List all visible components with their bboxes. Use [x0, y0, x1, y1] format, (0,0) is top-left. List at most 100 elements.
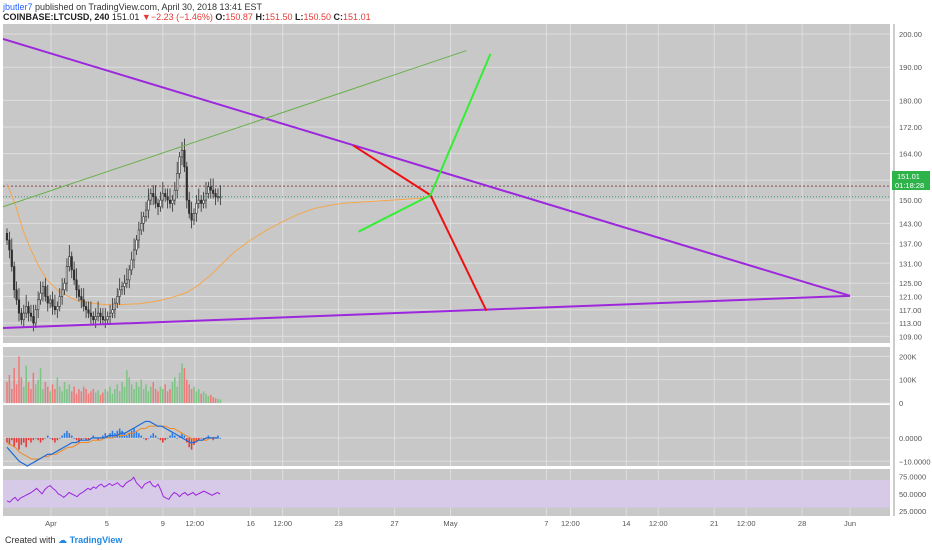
trendline-green-lower[interactable] — [358, 194, 431, 233]
volume-bar — [44, 382, 47, 403]
candle-body — [94, 316, 97, 321]
candle-body — [156, 203, 160, 208]
trendline-red-projection[interactable] — [429, 194, 488, 312]
candle-body — [106, 316, 109, 321]
volume-bar — [118, 391, 121, 403]
candle-body — [51, 299, 54, 307]
candle-body — [173, 189, 176, 201]
macd-histogram-bar — [85, 437, 87, 441]
volume-bar — [68, 384, 71, 403]
volume-bar — [49, 391, 51, 403]
macd-histogram-bar — [174, 435, 176, 438]
candle-body — [58, 296, 61, 307]
macd-histogram-bar — [42, 437, 44, 441]
open-label: O: — [215, 12, 226, 22]
candle-body — [68, 256, 71, 267]
volume-bar — [183, 368, 186, 403]
macd-histogram-bar — [11, 437, 13, 441]
candle-body — [75, 279, 78, 291]
price-axis-label: 109.00 — [899, 332, 922, 341]
volume-bar — [135, 382, 138, 403]
macd-histogram-bar — [150, 435, 152, 438]
author-link[interactable]: jbutler7 — [3, 2, 33, 12]
macd-histogram-bar — [8, 437, 11, 445]
volume-bar — [116, 384, 119, 403]
macd-histogram-bar — [27, 437, 30, 441]
candle-body — [56, 306, 59, 311]
price-axis-label: 117.00 — [899, 306, 921, 315]
candle-body — [128, 269, 131, 281]
volume-bar — [32, 372, 35, 403]
candle-body — [92, 316, 95, 321]
rsi-axis-label: 50.0000 — [899, 490, 926, 499]
time-axis[interactable]: Apr 5 9 12:00 16 12:00 23 27 May 7 12:00 14 12:00 21 1… — [45, 24, 895, 528]
candle-body — [104, 319, 107, 322]
macd-histogram-bar — [128, 433, 131, 438]
volume-bar — [61, 391, 63, 403]
symbol-label: COINBASE:LTCUSD, 240 — [3, 12, 110, 22]
candle-body — [116, 296, 119, 304]
trendline-purple-lower[interactable] — [2, 294, 851, 330]
candle-body — [204, 193, 208, 201]
macd-histogram-bar — [126, 435, 128, 438]
candle-body — [101, 316, 104, 321]
volume-bar — [42, 389, 44, 403]
trendline-olive-channel[interactable] — [2, 50, 467, 208]
price-axis-label: 200.00 — [899, 30, 922, 39]
macd-panel[interactable]: 0.0000 −10.0000 — [3, 405, 931, 467]
macd-histogram-bar — [18, 437, 20, 450]
macd-histogram-bar — [58, 437, 61, 439]
candle-body — [77, 289, 80, 297]
candle-body — [87, 309, 90, 314]
price-badge-countdown: 01:18:28 — [895, 181, 924, 190]
candle-body — [61, 289, 64, 297]
time-axis-label: 7 — [544, 519, 548, 528]
macd-histogram-bar — [181, 433, 183, 438]
macd-histogram-bar — [68, 433, 71, 438]
macd-histogram-bar — [80, 437, 83, 441]
volume-bar — [6, 382, 8, 403]
volume-bar — [150, 386, 152, 403]
volume-bar — [202, 391, 205, 403]
candle-body — [212, 189, 215, 194]
footer-brand[interactable]: TradingView — [69, 535, 123, 545]
macd-histogram-bar — [130, 430, 133, 438]
candle-body — [154, 196, 157, 204]
candle-body — [216, 196, 220, 199]
trendline-purple-upper[interactable] — [2, 37, 851, 297]
close-label: C: — [333, 12, 344, 22]
volume-panel[interactable]: 200K 100K 0 — [3, 347, 917, 408]
macd-histogram-bar — [92, 435, 95, 438]
candle-body — [178, 156, 181, 174]
volume-bar — [130, 384, 133, 403]
rsi-panel[interactable]: 75.0000 50.0000 25.0000 — [3, 469, 926, 516]
macd-histogram-bar — [30, 437, 32, 443]
candle-body — [80, 296, 83, 301]
price-axis-label: 180.00 — [899, 96, 922, 105]
volume-bar — [54, 389, 56, 403]
volume-bar — [200, 393, 202, 403]
macd-histogram-bar — [152, 433, 155, 438]
macd-histogram-bar — [140, 435, 143, 438]
macd-histogram-bar — [61, 435, 63, 438]
candle-body — [144, 209, 148, 218]
price-axis-label: 150.00 — [899, 196, 922, 205]
candle-body — [140, 223, 143, 231]
candle-body — [22, 312, 25, 321]
trendline-red-top[interactable] — [352, 144, 432, 196]
price-panel[interactable]: 200.00190.00180.00172.00164.00156.00150.… — [2, 24, 922, 343]
volume-bar — [97, 390, 99, 403]
volume-bar — [219, 399, 222, 403]
volume-bar — [15, 384, 18, 403]
candle-body — [39, 292, 42, 301]
candle-body — [44, 286, 47, 297]
trendline-green-projection[interactable] — [429, 53, 492, 196]
volume-bar — [205, 393, 207, 403]
volume-bar — [214, 398, 217, 403]
volume-bar — [37, 379, 39, 403]
candle-body — [209, 186, 212, 191]
macd-histogram-bar — [118, 428, 121, 438]
candle-body — [147, 199, 150, 211]
